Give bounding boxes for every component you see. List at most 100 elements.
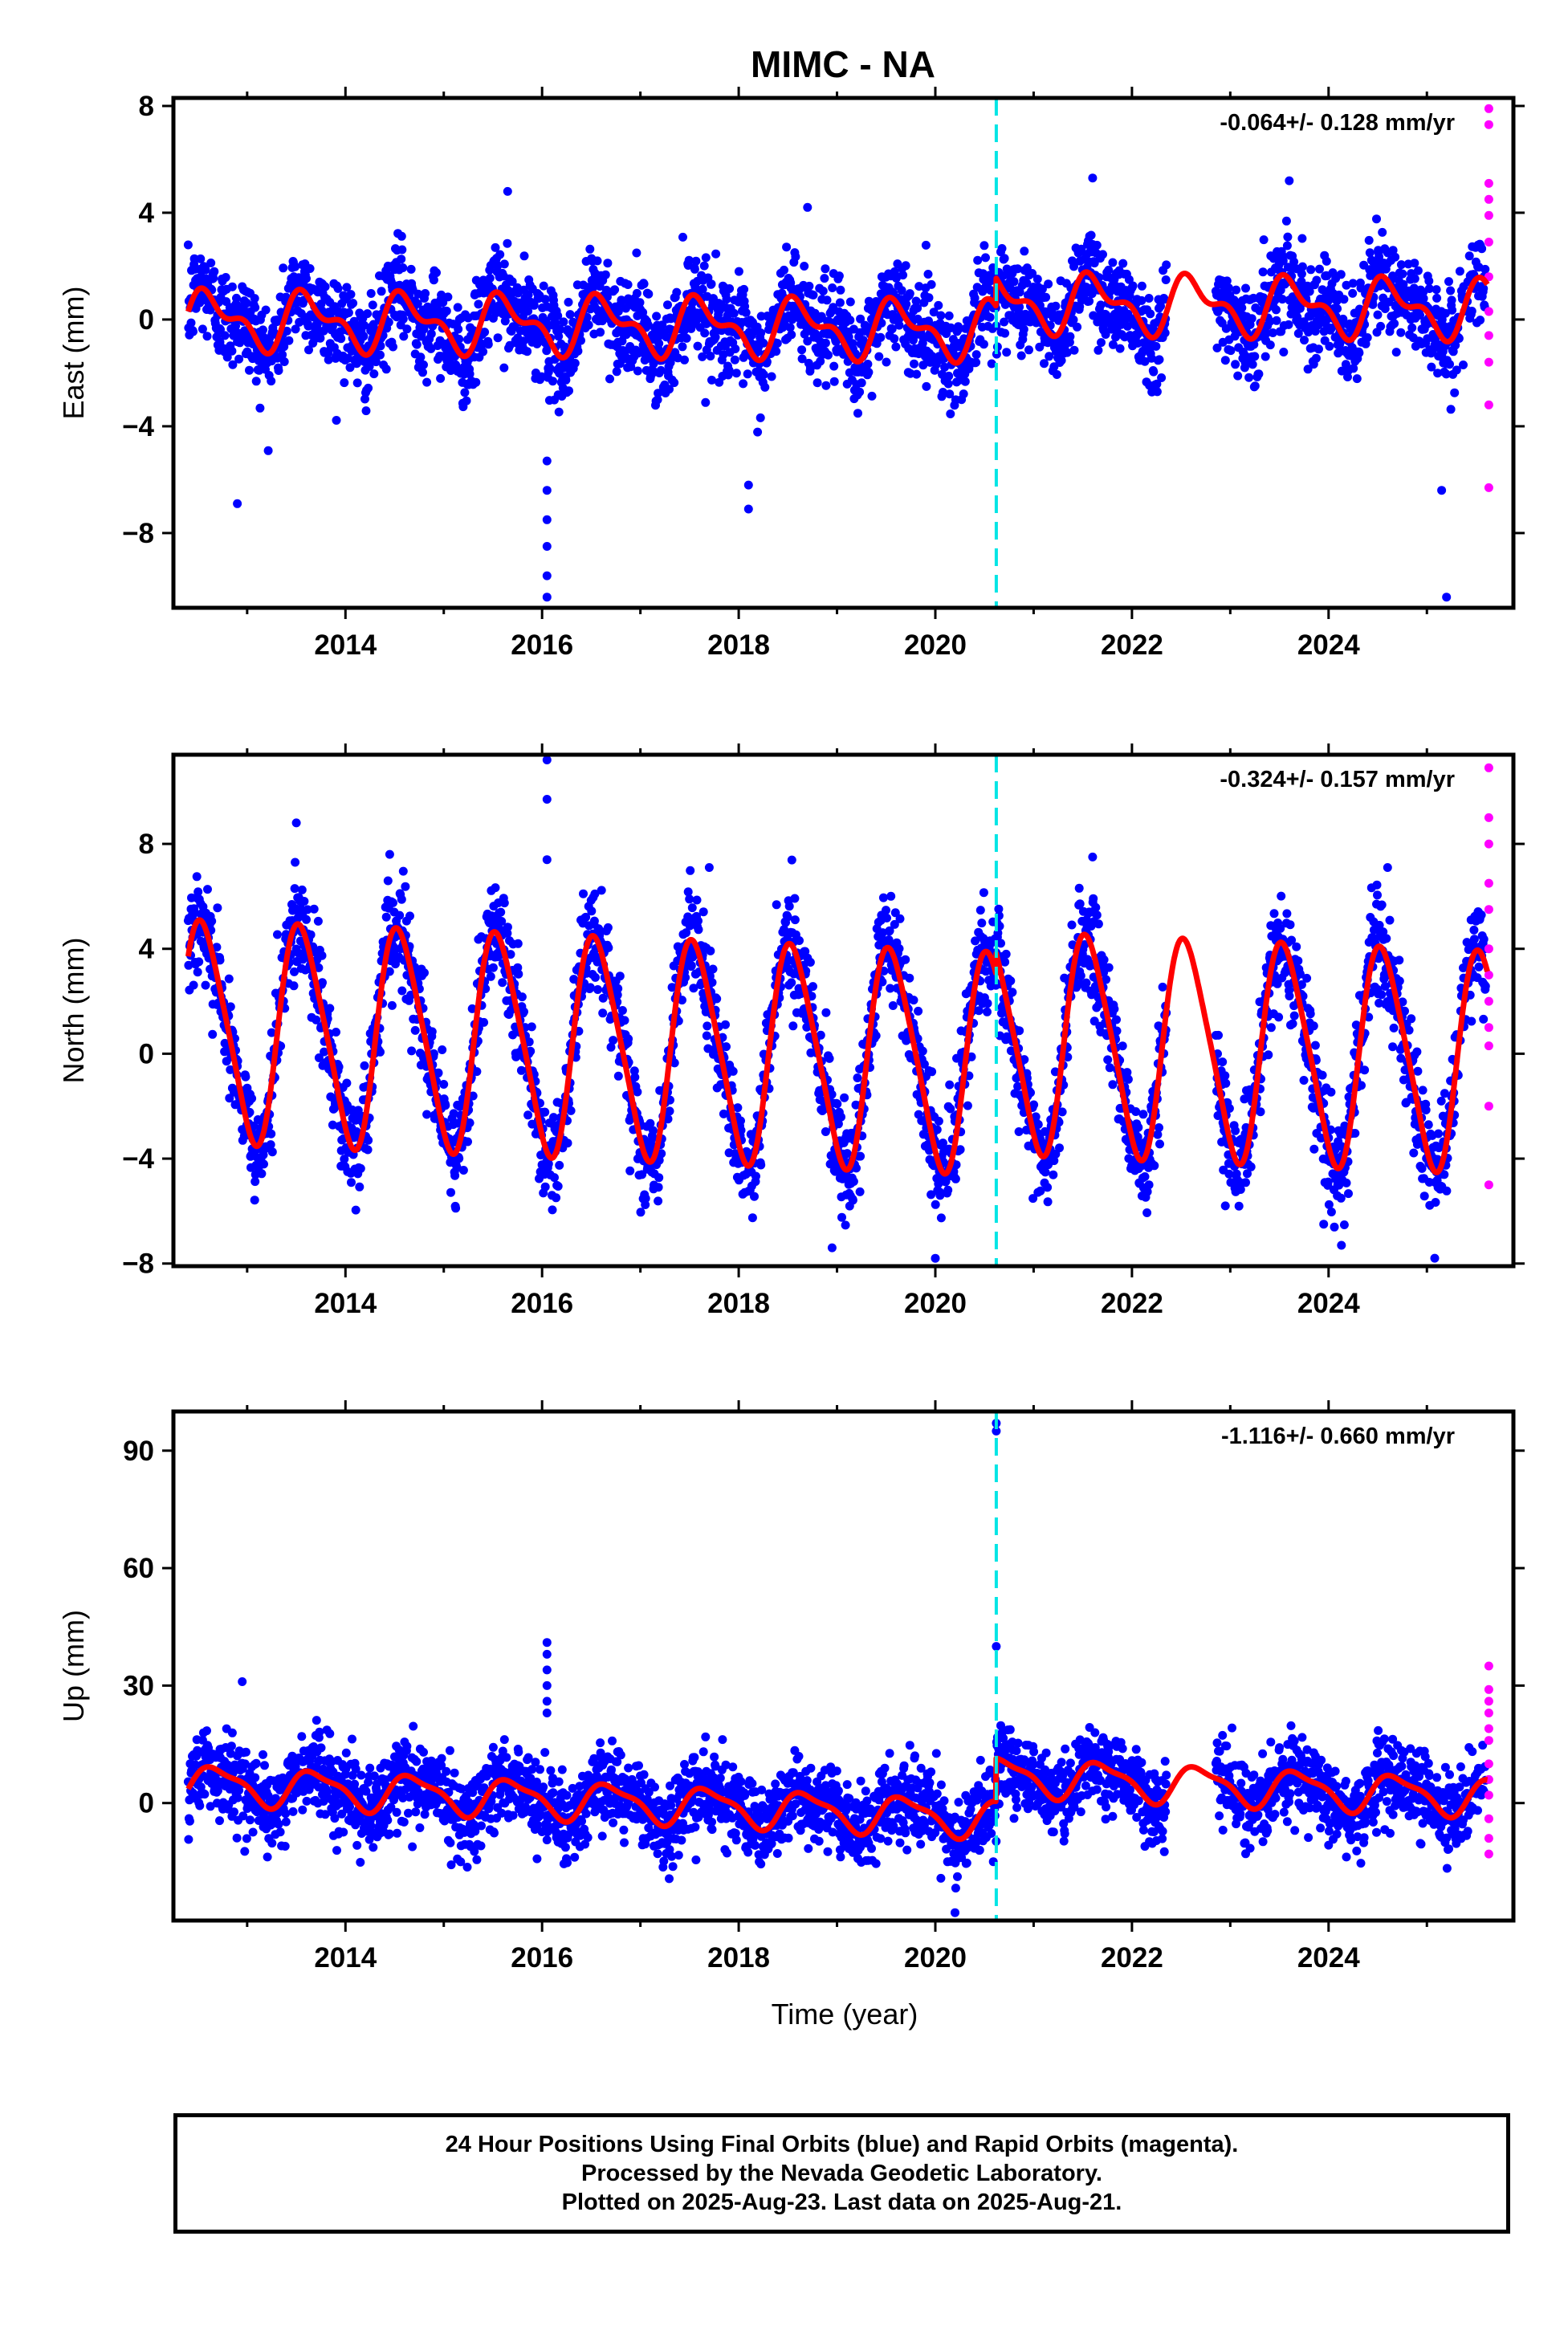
final-orbit-point [189,327,198,336]
final-orbit-point [325,1004,335,1013]
rapid-orbit-point [1484,400,1493,409]
final-orbit-point [366,289,376,298]
final-orbit-point [371,357,381,367]
final-orbit-point [255,403,265,413]
final-orbit-point [729,308,739,318]
final-orbit-point [934,1116,943,1126]
final-orbit-point [183,240,193,250]
final-orbit-point [305,264,315,273]
x-tick-label: 2020 [904,629,967,661]
final-orbit-point [281,292,291,302]
final-orbit-point [263,446,273,455]
final-orbit-point [610,285,620,295]
final-orbit-point [613,984,623,993]
final-orbit-point [787,978,796,988]
final-orbit-point [364,383,373,393]
final-orbit-point [1073,322,1082,332]
final-orbit-point [587,906,597,916]
final-orbit-point [894,944,904,953]
final-orbit-point [1044,279,1053,289]
final-orbit-point [731,344,740,353]
final-orbit-point [756,328,766,338]
east-y-axis-label: East (mm) [57,287,90,420]
final-orbit-point [1365,248,1375,258]
final-orbit-point [901,261,910,271]
final-orbit-point [782,242,792,252]
final-orbit-point [687,903,697,913]
final-orbit-point [728,1066,738,1076]
final-orbit-point [193,967,202,977]
final-orbit-point [1250,352,1260,361]
final-orbit-point [1085,296,1094,306]
final-orbit-point [210,267,219,276]
final-orbit-point [1069,345,1079,355]
final-orbit-point [686,866,695,875]
final-orbit-point [496,907,506,917]
final-orbit-point [923,270,933,279]
final-orbit-point [985,312,995,322]
final-orbit-point [997,244,1007,253]
final-orbit-point [412,340,422,349]
final-orbit-point [894,320,904,330]
final-orbit-point [804,281,814,291]
final-orbit-point [279,342,289,352]
final-orbit-point [241,1072,250,1081]
final-orbit-point [273,930,282,939]
y-tick-label: 8 [139,91,154,122]
final-orbit-point [1378,227,1387,237]
final-orbit-point [579,889,588,898]
final-orbit-point [780,265,788,275]
final-orbit-point [973,255,983,265]
final-orbit-point [387,1000,397,1010]
final-orbit-point [694,916,703,926]
final-orbit-point [750,1191,759,1201]
final-orbit-point [931,1200,940,1209]
final-orbit-point [1448,305,1457,315]
final-orbit-point [1104,265,1114,275]
final-orbit-point [1094,345,1103,355]
y-tick-label: −4 [122,411,154,442]
final-orbit-point [1477,244,1487,254]
final-orbit-point [979,340,988,349]
final-orbit-point [1297,234,1307,243]
final-orbit-point [1446,286,1456,295]
final-orbit-point [840,1093,849,1102]
final-orbit-point [401,882,410,891]
final-orbit-point [397,231,406,241]
final-orbit-point [355,1182,365,1191]
final-orbit-point [289,981,299,991]
final-orbit-point [360,394,369,404]
final-orbit-point [970,293,979,303]
final-orbit-point [548,377,557,386]
final-orbit-point [552,1193,561,1203]
final-orbit-point [1373,310,1383,320]
final-orbit-point [336,334,346,344]
final-orbit-point [654,1196,663,1206]
final-orbit-point [436,373,446,383]
final-orbit-point [820,274,829,283]
final-orbit-point [1016,351,1026,360]
final-orbit-point [369,369,379,379]
final-orbit-point [376,341,385,351]
final-orbit-point [316,299,326,309]
final-orbit-point [772,347,781,356]
final-orbit-point [722,295,731,304]
final-orbit-point [1391,348,1401,357]
final-orbit-point [829,377,839,386]
final-orbit-point [209,274,218,283]
final-orbit-point [876,332,886,342]
final-orbit-point [644,289,654,299]
final-orbit-point [398,263,408,272]
final-orbit-point [784,902,794,911]
final-orbit-point [1444,277,1453,287]
east-velocity-annotation: -0.064+/- 0.128 mm/yr [1220,110,1455,136]
final-orbit-point [221,273,230,282]
final-orbit-point [1051,301,1061,311]
final-orbit-point [427,1027,437,1037]
final-orbit-point [416,352,426,362]
final-orbit-point [220,331,230,340]
final-orbit-point [1464,251,1474,261]
final-orbit-point [1480,264,1490,274]
final-orbit-point [856,1151,865,1161]
final-orbit-point [1336,270,1346,279]
